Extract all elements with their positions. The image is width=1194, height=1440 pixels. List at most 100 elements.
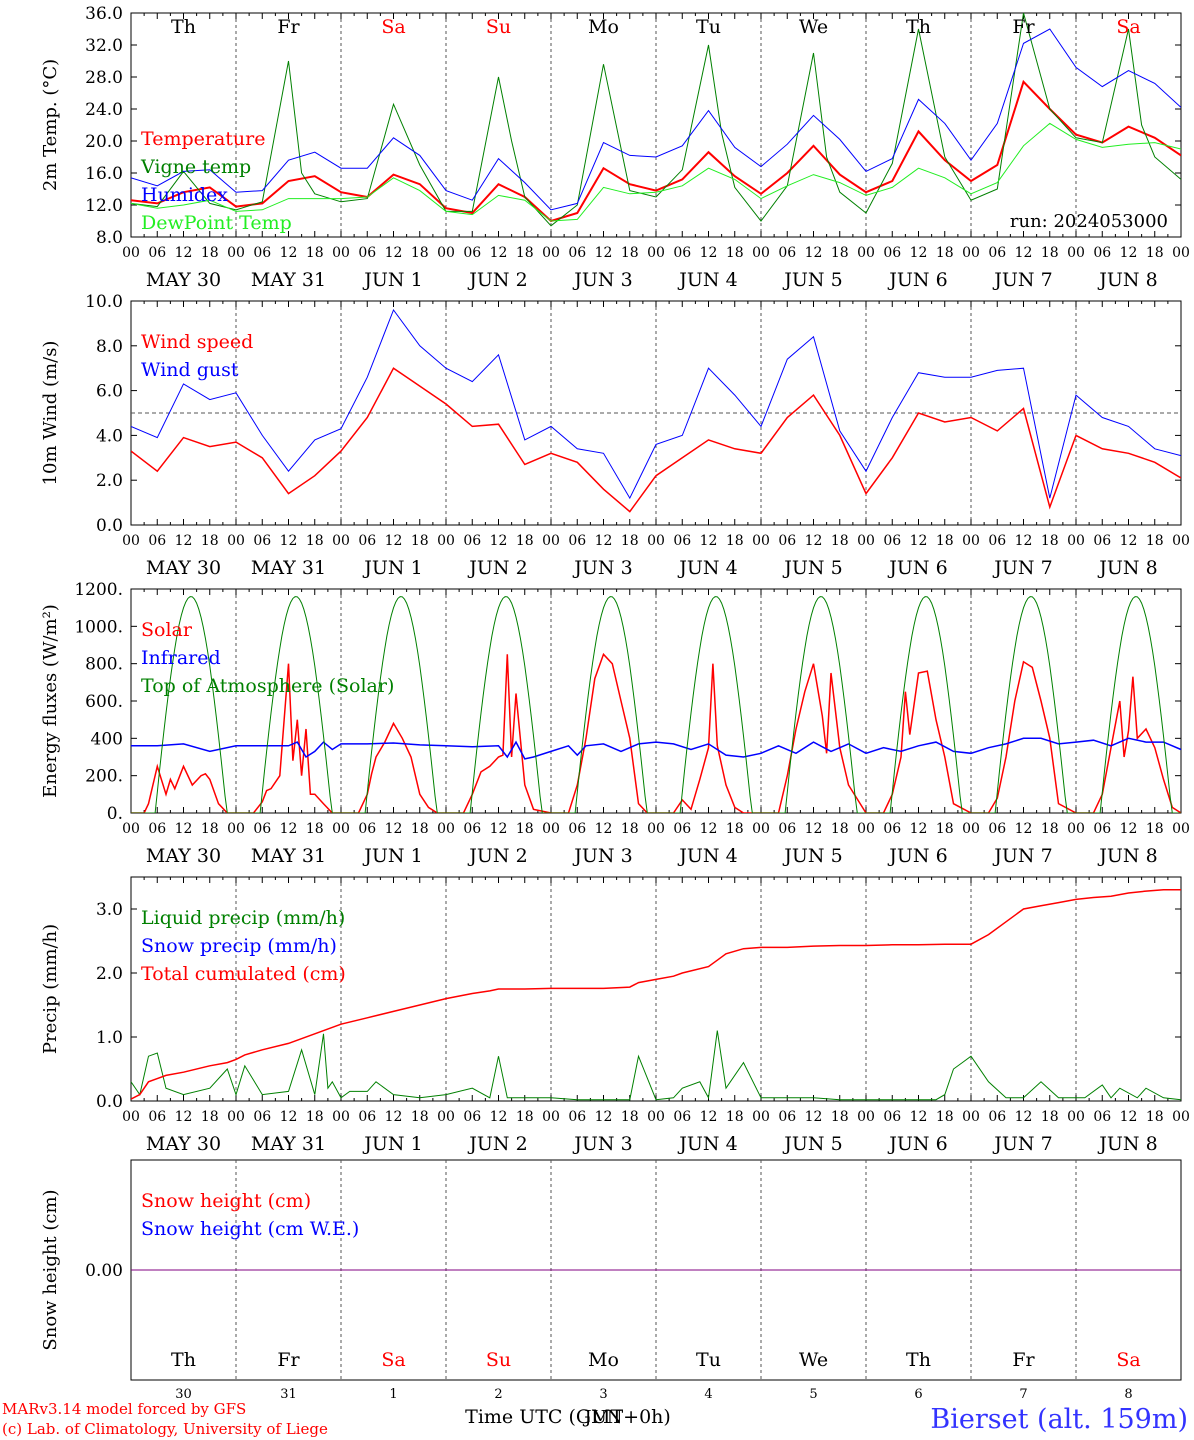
weekday-label: We [799,1349,828,1371]
hour-tick-label: 06 [148,1109,166,1125]
y-tick-label: 1200. [74,580,123,600]
legend-label: Snow precip (mm/h) [141,935,337,957]
hour-tick-label: 12 [595,1109,613,1125]
date-label: JUN 1 [362,557,422,579]
hour-tick-label: 12 [175,1109,193,1125]
date-label: JUN 4 [677,269,737,291]
hour-tick-label: 18 [621,1109,639,1125]
hour-tick-label: 06 [253,1109,271,1125]
weekday-label: Th [171,1349,196,1371]
series-top-of-atmosphere-solar- [131,596,1181,813]
day-number-label: 3 [599,1387,607,1402]
weekday-label: Su [486,1349,511,1371]
y-tick-label: 36.0 [85,4,123,24]
series-infrared [131,737,1181,760]
hour-tick-label: 18 [726,1109,744,1125]
series-temperature [131,79,1181,223]
hour-tick-label: 06 [988,245,1006,261]
hour-tick-label: 06 [358,245,376,261]
hour-tick-label: 06 [778,1109,796,1125]
date-label: MAY 31 [251,845,326,867]
date-label: MAY 30 [146,845,221,867]
y-tick-label: 4.0 [96,426,123,446]
panel-precip: 0.0 1.0 2.0 3.0 Precip (mm/h) Liquid precip (… [40,876,1190,1155]
hour-tick-label: 00 [647,245,665,261]
hour-tick-label: 18 [201,533,219,549]
date-label: JUN 7 [992,1133,1052,1155]
hour-tick-label: 18 [936,533,954,549]
hour-tick-label: 18 [411,533,429,549]
date-label: JUN 4 [677,557,737,579]
hour-tick-label: 12 [910,533,928,549]
date-label: MAY 30 [146,557,221,579]
hour-tick-label: 00 [542,533,560,549]
hour-tick-label: 00 [227,821,245,837]
weekday-label: Su [486,16,511,38]
date-label: JUN 7 [992,269,1052,291]
weekday-label: Mo [588,1349,619,1371]
hour-tick-label: 00 [752,245,770,261]
hour-tick-label: 18 [306,533,324,549]
day-number-label: 5 [809,1387,817,1402]
legend-label: Total cumulated (cm) [141,963,346,985]
run-annotation: run: 2024053000 [1010,211,1168,232]
hour-tick-label: 18 [1041,1109,1059,1125]
hour-tick-label: 12 [1120,821,1138,837]
weekday-label: Mo [588,16,619,38]
hour-tick-label: 06 [673,821,691,837]
hour-tick-label: 18 [1146,821,1164,837]
legend-label: Snow height (cm) [141,1190,311,1212]
hour-tick-label: 00 [962,821,980,837]
date-label: JUN 8 [1097,1133,1157,1155]
hour-tick-label: 00 [122,1109,140,1125]
series-solar [131,652,1181,813]
hour-tick-label: 18 [516,245,534,261]
hour-tick-label: 12 [805,1109,823,1125]
weekday-label: Sa [381,16,405,38]
hour-tick-label: 12 [385,533,403,549]
hour-tick-label: 06 [148,533,166,549]
hour-tick-label: 12 [1015,1109,1033,1125]
y-tick-label: 8.0 [96,337,123,357]
hour-tick-label: 00 [542,821,560,837]
weekday-label: Fr [277,16,300,38]
series-dewpoint-temp [131,122,1181,222]
hour-tick-label: 18 [831,821,849,837]
day-number-label: 1 [389,1387,397,1402]
hour-tick-label: 00 [962,533,980,549]
panel-snow: 0.00 Snow height (cm) Snow height (cm) Snow… [40,1159,1182,1402]
weekday-label: Fr [1012,1349,1035,1371]
day-number-label: 31 [280,1387,297,1402]
weekday-label: Sa [1116,1349,1140,1371]
panel-wind: 0.0 2.0 4.0 6.0 8.0 10.0 10m Wind (m/s) Wind sp… [40,292,1190,579]
weekday-label: Tu [696,16,721,38]
day-number-label: 8 [1124,1387,1132,1402]
y-tick-label: 10.0 [85,292,123,312]
hour-tick-label: 18 [1041,533,1059,549]
hour-tick-label: 12 [595,533,613,549]
hour-tick-label: 06 [988,533,1006,549]
legend-label: Infrared [141,647,221,669]
hour-tick-label: 00 [857,533,875,549]
hour-tick-label: 00 [1067,533,1085,549]
hour-tick-label: 18 [306,245,324,261]
hour-tick-label: 12 [805,533,823,549]
y-tick-label: 0.0 [96,516,123,536]
y-tick-label: 0.0 [96,1092,123,1112]
hour-tick-label: 12 [1015,821,1033,837]
series-vigne-temp [131,13,1181,227]
date-label: JUN 3 [572,1133,632,1155]
date-label: JUN 4 [677,1133,737,1155]
hour-tick-label: 06 [883,533,901,549]
hour-tick-label: 12 [280,533,298,549]
hour-tick-label: 18 [1146,533,1164,549]
y-tick-label: 0. [107,804,123,824]
series-wind-gust [131,308,1181,500]
hour-tick-label: 18 [516,1109,534,1125]
hour-tick-label: 18 [1041,245,1059,261]
date-label: JUN 5 [782,1133,842,1155]
weekday-label: Fr [1012,16,1035,38]
hour-tick-label: 06 [568,533,586,549]
legend-label: Temperature [141,128,265,150]
hour-tick-label: 12 [1120,533,1138,549]
